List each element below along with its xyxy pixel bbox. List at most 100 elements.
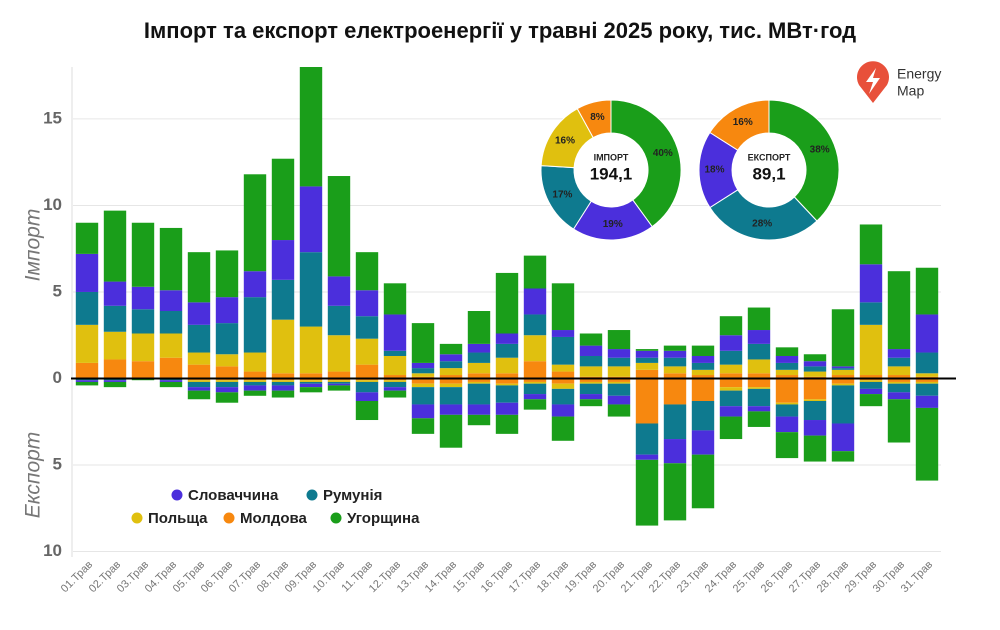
bar-segment [775,378,799,403]
bar-segment [299,67,323,187]
bar-segment [495,385,519,403]
bar-segment [467,383,491,405]
bar-segment [523,378,547,382]
y-tick-label: 10 [43,195,62,214]
bar-segment [523,381,547,384]
bar-segment [131,222,155,287]
bar-segment [887,366,911,376]
bar-segment [523,361,547,379]
bar-segment [271,158,295,241]
bar-segment [803,399,827,401]
bar-segment [467,311,491,344]
slice-label: 8% [590,112,605,123]
bar-segment [215,297,239,324]
bar-segment [859,324,883,376]
bar-segment [607,366,631,377]
slice-label: 17% [552,189,572,200]
bar-segment [831,423,855,452]
bar-segment [467,373,491,379]
bar-segment [299,373,323,379]
bar-segment [607,378,631,382]
bar-segment [159,290,183,311]
bar-segment [607,383,631,396]
bar-segment [747,387,771,389]
bar-segment [131,361,155,379]
bar-segment [719,364,743,374]
bar-segment [551,371,575,379]
bar-segment [859,380,883,382]
bar-segment [831,378,855,384]
bar-segment [859,388,883,395]
bar-segment [355,400,379,421]
bar-segment [747,307,771,331]
bar-segment [411,404,435,419]
bar-segment [803,378,827,400]
bar-segment [859,394,883,407]
bar-segment [327,380,351,382]
bar-segment [831,375,855,379]
slice-label: 38% [810,145,830,156]
bar-segment [719,387,743,391]
bar-segment [607,395,631,405]
bar-segment [271,279,295,320]
pie-hole [732,133,806,207]
bar-segment [887,381,911,384]
bar-segment [663,357,687,367]
bar-segment [467,362,491,374]
bar-segment [551,383,575,389]
bar-segment [915,381,939,384]
bar-segment [747,359,771,374]
bar-segment [75,381,99,386]
bar-segment [803,361,827,367]
legend-marker [131,512,143,524]
bar-segment [551,330,575,337]
bar-segment [439,387,463,405]
bar-segment [579,378,603,382]
bar-segment [271,381,295,386]
logo-text: Map [897,83,924,99]
bar-segment [411,373,435,377]
bar-segment [831,451,855,462]
bar-segment [355,364,379,379]
bar-segment [831,366,855,369]
bar-segment [215,381,239,388]
bar-segment [355,338,379,365]
bar-segment [859,381,883,389]
bar-segment [75,380,99,382]
bar-segment [887,399,911,443]
bar-segment [131,286,155,310]
bar-segment [915,407,939,481]
bar-segment [859,375,883,379]
bar-segment [327,335,351,372]
bar-segment [803,400,827,421]
y-tick-label: 0 [53,368,62,387]
pie-center-total: 89,1 [752,164,785,183]
bar-segment [383,381,407,388]
bar-segment [327,371,351,379]
bar-segment [831,309,855,367]
bar-segment [215,387,239,393]
x-tick-label: 31.Трав [899,559,936,596]
bar-segment [103,380,127,382]
bar-segment [551,404,575,417]
bar-segment [327,305,351,336]
bar-segment [215,250,239,298]
bar-segment [467,414,491,426]
bar-segment [467,381,491,384]
bar-segment [299,186,323,253]
bar-segment [551,388,575,405]
bar-segment [383,380,407,382]
bar-segment [803,366,827,372]
bar-segment [747,406,771,412]
bar-segment [803,371,827,377]
bar-segment [523,288,547,315]
pie-center-total: 194,1 [590,164,633,183]
bar-segment [159,311,183,334]
bar-segment [859,302,883,325]
bar-segment [607,404,631,417]
bar-segment [747,378,771,388]
chart-title: Імпорт та експорт електроенергії у травн… [144,18,856,43]
bar-segment [551,378,575,384]
bar-segment [915,395,939,408]
bar-segment [719,350,743,365]
